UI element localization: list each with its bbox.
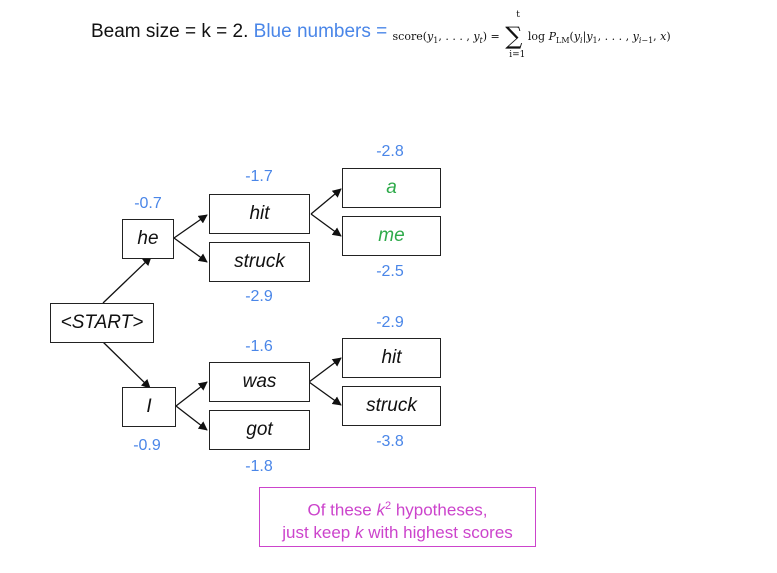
node-struck: struck [209, 242, 310, 282]
edge-i-was [175, 381, 208, 407]
score-hit: -1.7 [245, 168, 273, 185]
score-got: -1.8 [245, 458, 273, 475]
node-struck-2: struck [342, 386, 441, 426]
score-i: -0.9 [133, 437, 161, 454]
node-start: <START> [50, 303, 154, 343]
edge-was-struck [308, 381, 342, 406]
node-got: got [209, 410, 310, 450]
score-hit-2: -2.9 [376, 314, 404, 331]
summation-symbol: ∑ t i=1 [505, 10, 526, 60]
node-he: he [122, 219, 174, 259]
node-hit: hit [209, 194, 310, 234]
score-a: -2.8 [376, 143, 404, 160]
beam-size-label: Beam size = k = 2. [91, 21, 249, 43]
edge-hit-me [310, 213, 342, 237]
score-he: -0.7 [134, 195, 162, 212]
edge-hit-a [310, 188, 342, 215]
edge-start-i [102, 341, 151, 389]
score-formula: score(y1, . . . , yt) = ∑ t i=1 log PLM(yi… [392, 10, 671, 60]
edge-was-hit [308, 357, 342, 383]
node-was: was [209, 362, 310, 402]
hypotheses-note: Of these k2 hypotheses, just keep k with… [259, 487, 536, 547]
note-line-1: Of these k2 hypotheses, [307, 500, 488, 520]
note-line-2: just keep k with highest scores [282, 522, 513, 542]
score-was: -1.6 [245, 338, 273, 355]
node-hit-2: hit [342, 338, 441, 378]
score-struck: -2.9 [245, 288, 273, 305]
edge-start-he [102, 256, 152, 304]
blue-numbers-label: Blue numbers = [253, 21, 393, 43]
edge-he-hit [173, 214, 208, 239]
node-me: me [342, 216, 441, 256]
score-me: -2.5 [376, 263, 404, 280]
node-a: a [342, 168, 441, 208]
edge-i-got [175, 405, 208, 431]
edge-he-struck [173, 237, 208, 263]
node-i: I [122, 387, 176, 427]
score-struck-2: -3.8 [376, 433, 404, 450]
header-caption: Beam size = k = 2. Blue numbers = score(… [91, 10, 671, 60]
